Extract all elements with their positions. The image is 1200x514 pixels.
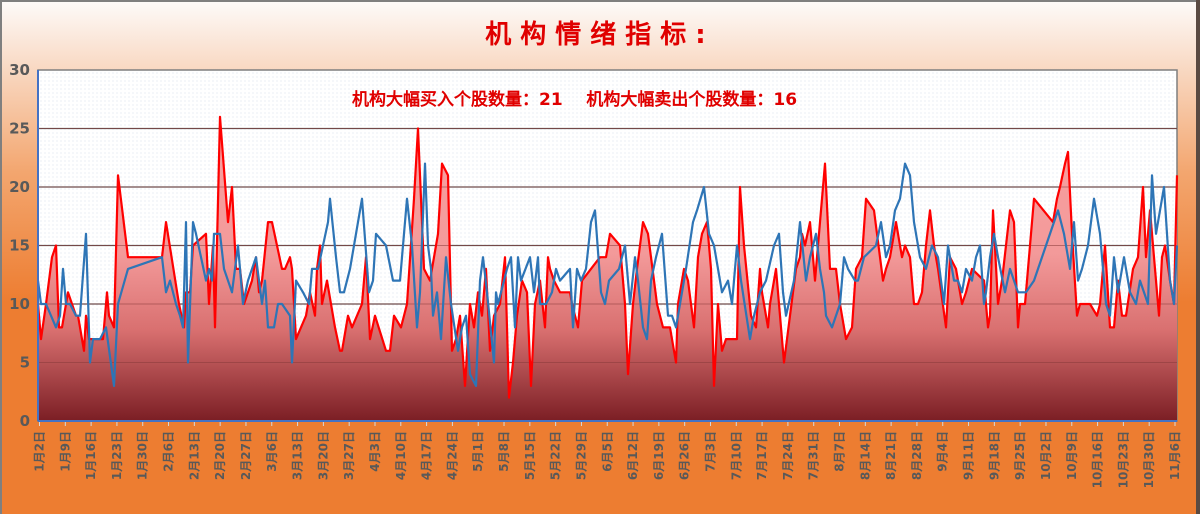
x-tick-label: 9月11日 xyxy=(962,431,976,480)
x-tick-label: 2月27日 xyxy=(239,431,253,480)
x-tick-label: 9月4日 xyxy=(936,431,950,472)
x-tick-label: 8月7日 xyxy=(833,431,847,472)
x-tick-label: 7月31日 xyxy=(807,431,821,480)
y-tick-label: 20 xyxy=(9,178,30,196)
x-tick-label: 10月9日 xyxy=(1065,431,1079,480)
x-tick-label: 9月25日 xyxy=(1013,431,1027,480)
frame-edge xyxy=(1196,0,1200,514)
x-tick-label: 6月26日 xyxy=(678,431,692,480)
x-tick-label: 10月2日 xyxy=(1039,431,1053,480)
y-tick-label: 30 xyxy=(9,61,30,79)
x-tick-label: 4月3日 xyxy=(368,431,382,472)
x-tick-label: 4月10日 xyxy=(394,431,408,480)
x-tick-label: 8月28日 xyxy=(910,431,924,480)
buy-count-value: 21 xyxy=(539,90,563,110)
x-tick-label: 8月21日 xyxy=(884,431,898,480)
x-tick-label: 2月6日 xyxy=(162,431,176,472)
x-tick-label: 3月6日 xyxy=(265,431,279,472)
y-tick-label: 15 xyxy=(9,237,30,255)
x-tick-label: 10月23日 xyxy=(1116,431,1130,488)
y-tick-label: 25 xyxy=(9,120,30,138)
x-tick-label: 10月16日 xyxy=(1091,431,1105,488)
x-tick-label: 7月3日 xyxy=(703,431,717,472)
x-tick-label: 1月2日 xyxy=(33,431,47,472)
x-tick-label: 2月20日 xyxy=(213,431,227,480)
sell-count-label: 机构大幅卖出个股数量： xyxy=(586,90,774,110)
annotation-spacer xyxy=(563,90,587,110)
x-tick-label: 10月30日 xyxy=(1142,431,1156,488)
y-tick-label: 10 xyxy=(9,295,30,313)
x-tick-label: 3月13日 xyxy=(291,431,305,480)
buy-series-area xyxy=(38,116,1177,422)
x-tick-label: 7月10日 xyxy=(729,431,743,480)
x-tick-label: 5月8日 xyxy=(497,431,511,472)
x-tick-label: 1月9日 xyxy=(58,431,72,472)
x-axis-ticks: 1月2日 1月9日 1月16日 1月23日 1月30日 2月6日 2月13日 2月20日 2月2… xyxy=(33,422,1182,488)
x-tick-label: 11月6日 xyxy=(1168,431,1182,480)
x-tick-label: 9月18日 xyxy=(987,431,1001,480)
x-tick-label: 6月19日 xyxy=(652,431,666,480)
x-tick-label: 1月16日 xyxy=(84,431,98,480)
y-tick-label: 5 xyxy=(20,354,30,372)
x-tick-label: 3月20日 xyxy=(316,431,330,480)
x-tick-label: 4月17日 xyxy=(420,431,434,480)
buy-count-label: 机构大幅买入个股数量： xyxy=(352,90,539,110)
x-tick-label: 5月22日 xyxy=(549,431,563,480)
x-tick-label: 5月29日 xyxy=(574,431,588,480)
chart-title: 机构情绪指标: xyxy=(485,20,715,50)
x-tick-label: 1月23日 xyxy=(110,431,124,480)
y-tick-label: 0 xyxy=(20,412,30,430)
x-tick-label: 7月17日 xyxy=(755,431,769,480)
x-tick-label: 6月5日 xyxy=(600,431,614,472)
x-tick-label: 6月12日 xyxy=(626,431,640,480)
x-tick-label: 5月1日 xyxy=(471,431,485,472)
x-tick-label: 4月24日 xyxy=(445,431,459,480)
x-tick-label: 7月24日 xyxy=(781,431,795,480)
sell-count-value: 16 xyxy=(773,90,798,110)
sell-series-line xyxy=(36,162,1179,387)
x-tick-label: 2月13日 xyxy=(187,431,201,480)
x-tick-label: 8月14日 xyxy=(858,431,872,480)
x-tick-label: 5月15日 xyxy=(523,431,537,480)
y-axis-ticks: 0 5 10 15 20 25 30 xyxy=(9,61,30,430)
chart-annotation: 机构大幅买入个股数量：21 机构大幅卖出个股数量：16 xyxy=(352,85,797,110)
x-tick-label: 1月30日 xyxy=(136,431,150,480)
x-tick-label: 3月27日 xyxy=(342,431,356,480)
